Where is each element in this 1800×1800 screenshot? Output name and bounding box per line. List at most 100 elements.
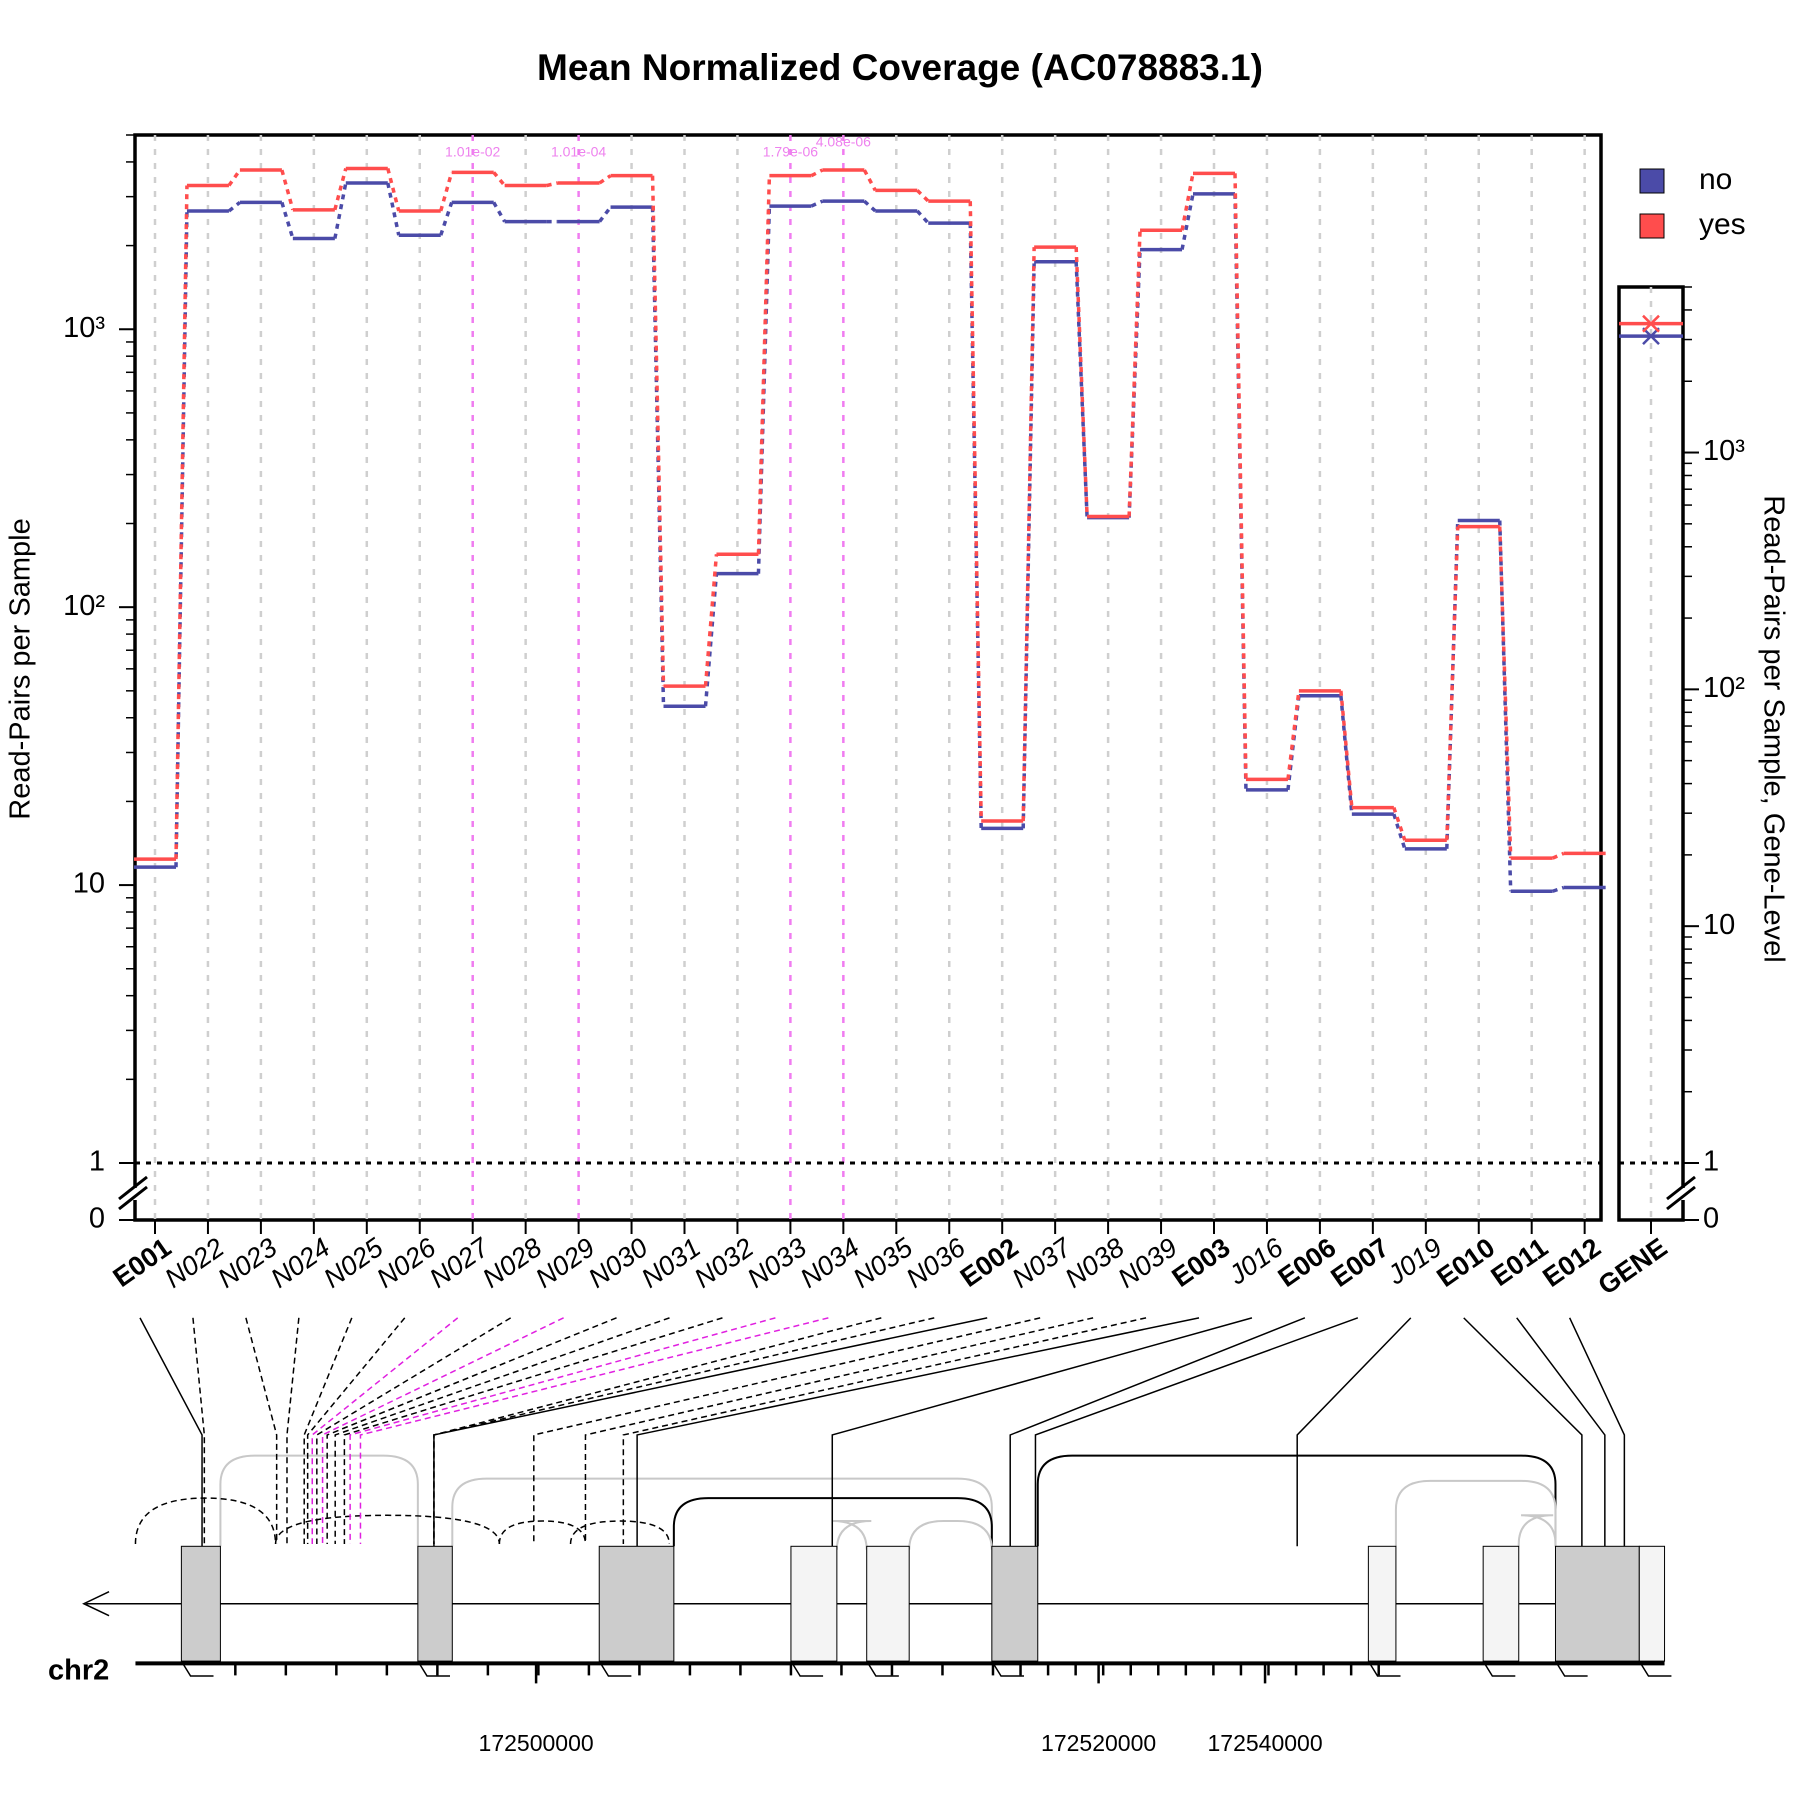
feature-connector [636, 1317, 1200, 1547]
feature-connector [306, 1317, 406, 1545]
genome-tick-label: 172520000 [1041, 1730, 1156, 1756]
x-tick-label: N028 [477, 1232, 547, 1294]
step-connector [1180, 172, 1195, 231]
x-tick-label: N026 [371, 1232, 442, 1294]
feature-connector [1009, 1317, 1306, 1547]
feature-connector [326, 1317, 617, 1545]
exon-foot [180, 1660, 214, 1677]
exon-box [866, 1545, 910, 1662]
plot-frame [133, 133, 1603, 1222]
legend-label: yes [1699, 208, 1746, 241]
step-connector [227, 169, 242, 187]
step-connector [1392, 813, 1407, 850]
x-tick-label: N039 [1112, 1232, 1182, 1294]
y-tick-label: 1 [1703, 1146, 1719, 1178]
gene-marker [1642, 327, 1660, 346]
feature-connector [359, 1317, 829, 1545]
x-tick-label: N035 [848, 1232, 919, 1294]
exon-box [1554, 1545, 1640, 1662]
p-value-label: 1.01e-02 [445, 144, 500, 160]
exon-foot [1554, 1660, 1588, 1677]
feature-connector [245, 1317, 278, 1545]
junction-arc [1517, 1514, 1557, 1547]
step-connector [1445, 526, 1460, 841]
step-connector [863, 199, 877, 213]
y-tick-label: 10³ [1703, 435, 1745, 467]
x-tick-label: E007 [1326, 1232, 1395, 1293]
genome-tick-label: 172540000 [1207, 1730, 1322, 1756]
axis-break [118, 1175, 148, 1201]
feature-connector [533, 1317, 1041, 1545]
step-connector [598, 206, 612, 223]
exon-foot [1367, 1660, 1401, 1677]
feature-connector [1296, 1317, 1412, 1547]
x-tick-label: E002 [955, 1232, 1024, 1293]
x-tick-label: J016 [1222, 1232, 1289, 1291]
exon-foot [598, 1660, 632, 1677]
feature-connector [622, 1317, 1147, 1545]
x-tick-label: J019 [1381, 1232, 1447, 1291]
legend-swatch [1639, 213, 1665, 239]
axis-break [118, 1185, 148, 1211]
step-connector [703, 554, 719, 687]
x-tick-label: N023 [212, 1232, 282, 1294]
step-connector [756, 175, 772, 555]
junction-arc [219, 1454, 419, 1547]
exon-box [180, 1545, 221, 1662]
genome-tick-label: 172500000 [479, 1730, 594, 1756]
x-tick-label: N034 [795, 1232, 865, 1294]
step-connector [227, 201, 241, 213]
step-connector [174, 185, 189, 860]
x-tick-label: N033 [742, 1232, 812, 1294]
x-tick-label: N024 [265, 1232, 335, 1294]
x-tick-label: N022 [159, 1232, 229, 1294]
step-connector [1552, 851, 1565, 860]
x-tick-label: E011 [1486, 1232, 1554, 1292]
feature-connector [349, 1317, 776, 1545]
exon-box [417, 1545, 453, 1662]
step-connector [1233, 173, 1248, 780]
y-tick-label: 1 [89, 1146, 105, 1178]
x-tick-label: E001 [108, 1232, 177, 1293]
y-tick-label: 10² [63, 590, 105, 622]
x-tick-label: E003 [1167, 1232, 1236, 1293]
step-connector [810, 168, 824, 178]
exon-foot [790, 1660, 824, 1677]
novel-arc [274, 1514, 501, 1545]
x-tick-label: N031 [636, 1232, 706, 1294]
feature-connector [286, 1317, 300, 1545]
legend-swatch [1639, 168, 1665, 194]
feature-connector [1463, 1317, 1583, 1547]
step-connector [439, 171, 454, 212]
step-connector [386, 182, 401, 236]
step-connector [1445, 520, 1460, 849]
exon-box [991, 1545, 1039, 1662]
step-connector [968, 201, 983, 822]
x-tick-label: N032 [689, 1232, 759, 1294]
feature-connector [584, 1317, 1094, 1545]
feature-connector [831, 1317, 1253, 1547]
axis-break [1666, 1185, 1696, 1211]
p-value-label: 1.79e-06 [763, 144, 818, 160]
y-axis-label: Read-Pairs per Sample [5, 518, 37, 819]
chart-title: Mean Normalized Coverage (AC078883.1) [537, 47, 1263, 88]
y-tick-label: 10 [1703, 909, 1735, 941]
step-connector [1498, 520, 1513, 892]
x-tick-label: GENE [1593, 1232, 1673, 1300]
exon-box [598, 1545, 675, 1662]
x-tick-label: N027 [424, 1232, 495, 1294]
x-tick-label: N037 [1007, 1232, 1078, 1294]
novel-arc [569, 1520, 671, 1545]
y-tick-label: 0 [89, 1203, 105, 1235]
step-connector [280, 201, 295, 240]
step-connector [810, 199, 824, 208]
legend-label: no [1699, 163, 1732, 196]
y2-axis-label: Read-Pairs per Sample, Gene-Level [1757, 495, 1789, 962]
feature-connector [334, 1317, 670, 1545]
feature-connector [311, 1317, 459, 1545]
step-connector [1286, 690, 1301, 780]
step-connector [916, 189, 930, 203]
step-connector [333, 182, 348, 239]
